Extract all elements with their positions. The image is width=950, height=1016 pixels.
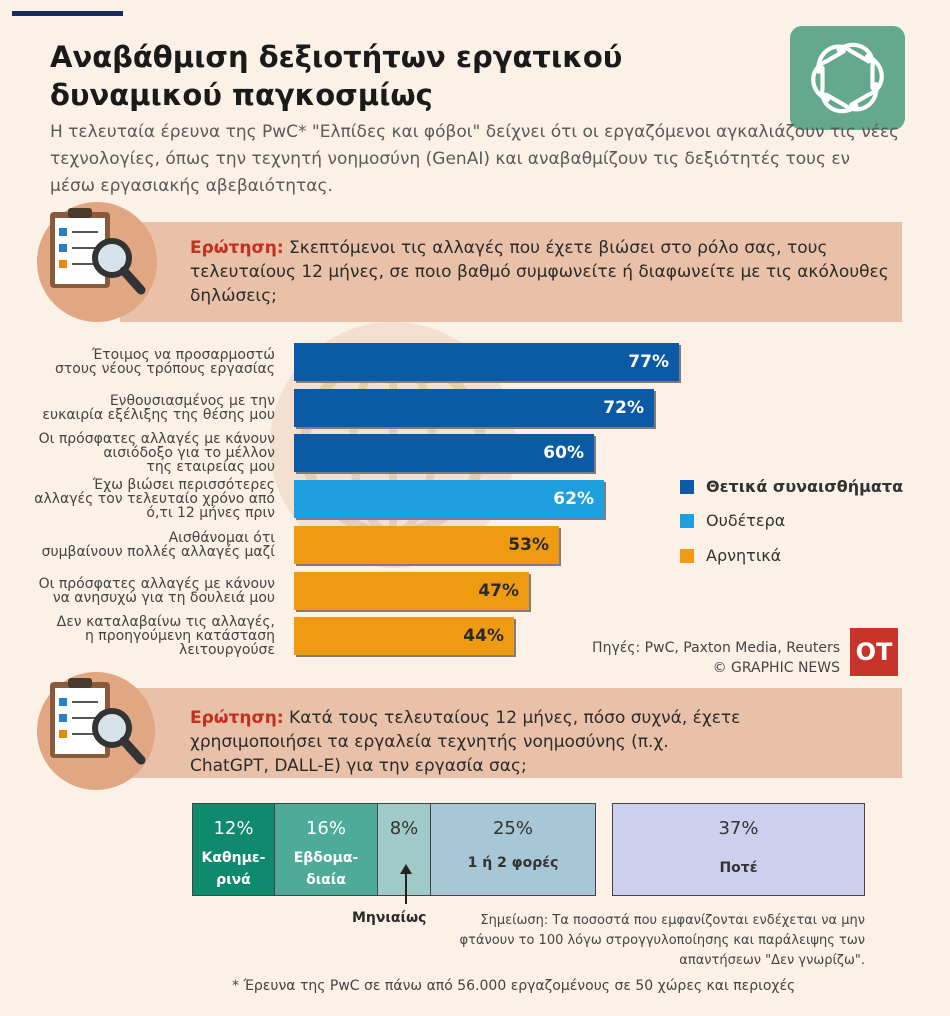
intro-text: Η τελευταία έρευνα της PwC* "Ελπίδες και… [50, 122, 900, 196]
bar-value-label: 47% [478, 580, 519, 601]
bar-label-line: ευκαιρία εξέλιξης της θέσης μου [42, 406, 275, 423]
bar-value-label: 77% [628, 352, 669, 372]
bar-negative: 53% [294, 525, 559, 564]
legend-swatch-negative [680, 549, 694, 563]
bar-label-line: Ενθουσιασμένος με την [109, 392, 275, 409]
legend-swatch-positive [680, 480, 694, 494]
question-1-label: Ερώτηση: [190, 238, 284, 258]
question-1-body: Σκεπτόμενοι τις αλλαγές που έχετε βιώσει… [190, 238, 889, 306]
bar-label-line: Έχω βιώσει περισσότερες [92, 477, 275, 494]
segment-once-pct: 25% [492, 818, 533, 839]
bar-value-label: 53% [508, 534, 549, 555]
segment-daily-label-2: ρινά [216, 872, 251, 888]
legend-label-neutral: Ουδέτερα [706, 511, 786, 530]
bar-label-line: ό,τι 12 μήνες πριν [146, 505, 275, 522]
segment-never: 37% Ποτέ [612, 803, 865, 896]
bar-negative: 47% [294, 571, 529, 610]
bar-label-line: Αισθάνομαι ότι [168, 529, 275, 546]
bar-label: Οι πρόσφατες αλλαγές με κάνουν αισιόδοξο … [20, 432, 275, 474]
bar-positive: 60% [294, 434, 594, 473]
monthly-label: Μηνιαίως [352, 910, 427, 926]
segment-weekly-label-2: διαία [306, 872, 346, 888]
segment-daily: 12% Καθημε- ρινά [192, 803, 275, 896]
ot-badge: OT [850, 628, 898, 676]
bar-value-label: 72% [603, 397, 644, 418]
question-2-label: Ερώτηση: [190, 708, 284, 728]
bar-label: Δεν καταλαβαίνω τις αλλαγές, η προηγούμεν… [20, 615, 275, 657]
bar-label-line: αλλαγές τον τελευταίο χρόνο από [34, 491, 275, 508]
openai-logo [790, 26, 905, 130]
clipboard-magnifier-icon-2 [50, 678, 146, 765]
bar-label: Οι πρόσφατες αλλαγές με κάνουν να ανησυχώ… [20, 577, 275, 605]
bar-value-label: 62% [553, 489, 594, 510]
clipboard-magnifier-icon [50, 208, 146, 295]
legend-label-negative: Αρνητικά [706, 546, 782, 565]
bar-neutral: 62% [294, 480, 604, 519]
question-1-text: Ερώτηση: Σκεπτόμενοι τις αλλαγές που έχε… [190, 236, 890, 308]
question-2-body: Κατά τους τελευταίους 12 μήνες, πόσο συχ… [190, 708, 741, 776]
bar-value-label: 44% [463, 626, 504, 647]
segment-once-twice: 25% 1 ή 2 φορές [430, 803, 596, 896]
segment-weekly-pct: 16% [305, 818, 346, 839]
bar-label: Αισθάνομαι ότι συμβαίνουν πολλές αλλαγές … [20, 531, 275, 559]
sources-line-1: Πηγές: PwC, Paxton Media, Reuters [592, 640, 840, 656]
legend-swatch-neutral [680, 514, 694, 528]
sources-line-2: © GRAPHIC NEWS [712, 660, 840, 676]
bar-label-line: Οι πρόσφατες αλλαγές με κάνουν [38, 431, 275, 448]
bar-label: Έχω βιώσει περισσότερες αλλαγές τον τελευ… [20, 478, 275, 520]
segment-weekly: 16% Εβδομα- διαία [274, 803, 378, 896]
survey-footnote: * Έρευνα της PwC σε πάνω από 56.000 εργα… [232, 978, 796, 994]
question-1-band [120, 222, 902, 322]
rounding-note: Σημείωση: Τα ποσοστά που εμφανίζονται εν… [459, 913, 865, 968]
segment-never-label: Ποτέ [719, 860, 758, 876]
bar-label: Ενθουσιασμένος με την ευκαιρία εξέλιξης τ… [20, 394, 275, 422]
openai-knot-icon [790, 26, 905, 130]
bar-value-label: 60% [543, 443, 584, 464]
bar-positive: 72% [294, 388, 654, 427]
bar-positive: 77% [294, 343, 679, 381]
sources: Πηγές: PwC, Paxton Media, Reuters © GRAP… [540, 638, 840, 678]
bar-label-line: Οι πρόσφατες αλλαγές με κάνουν [38, 575, 275, 592]
segment-once-label: 1 ή 2 φορές [467, 855, 559, 871]
segment-daily-pct: 12% [213, 818, 254, 839]
bar-label-line: Δεν καταλαβαίνω τις αλλαγές, [56, 614, 275, 631]
bar-negative: 44% [294, 617, 514, 656]
question-2-band [120, 688, 902, 778]
page-title: Αναβάθμιση δεξιοτήτων εργατικού δυναμικο… [50, 40, 623, 112]
bar-label-line: λειτουργούσε [179, 642, 275, 659]
bar-label-line: στους νέους τρόπους εργασίας [54, 361, 275, 377]
segment-never-pct: 37% [718, 818, 759, 839]
legend-label-positive: Θετικά συναισθήματα [706, 477, 904, 496]
bar-label-line: αισιόδοξο για το μέλλον [103, 445, 275, 462]
bar-label-line: της εταιρείας μου [146, 459, 275, 476]
bar-label-line: συμβαίνουν πολλές αλλαγές μαζί [41, 543, 275, 560]
top-accent-rule [12, 11, 123, 16]
bar-label: Έτοιμος να προσαρμοστώ στους νέους τρόπου… [20, 348, 275, 376]
bar-label-line: να ανησυχώ για τη δουλειά μου [52, 589, 275, 606]
bar-label-line: η προηγούμενη κατάσταση [84, 628, 275, 645]
segment-monthly-pct: 8% [389, 818, 419, 839]
bar-label-line: Έτοιμος να προσαρμοστώ [91, 347, 275, 363]
segment-weekly-label-1: Εβδομα- [293, 850, 359, 866]
arrow-up-icon [400, 864, 412, 904]
segment-daily-label-1: Καθημε- [201, 850, 266, 866]
question-2-text: Ερώτηση: Κατά τους τελευταίους 12 μήνες,… [190, 706, 750, 778]
